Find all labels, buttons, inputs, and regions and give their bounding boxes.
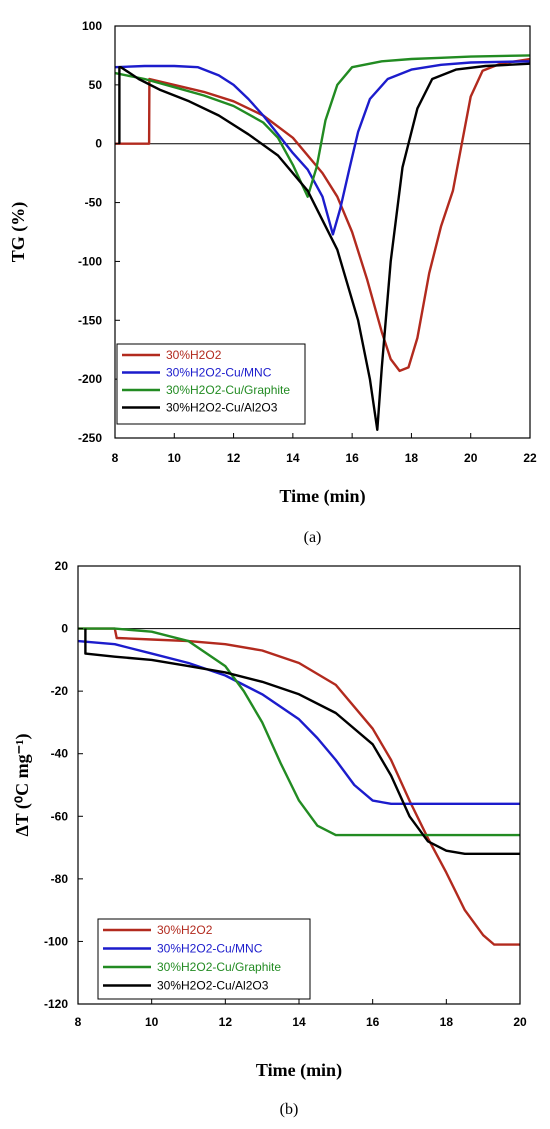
legend-label: 30%H2O2-Cu/Al2O3 [157, 979, 269, 993]
legend-box [116, 343, 306, 425]
x-tick-label: 10 [145, 1015, 159, 1029]
y-tick-label: 100 [82, 19, 102, 33]
series-line-0 [78, 627, 520, 946]
series-line-2 [114, 54, 531, 198]
x-tick-label: 22 [523, 451, 537, 465]
y-tick-label: -40 [51, 747, 69, 761]
y-tick-label: 0 [61, 622, 68, 636]
y-axis-title: TG (%) [8, 202, 29, 263]
x-tick-label: 12 [227, 451, 241, 465]
panel-label: (b) [280, 1101, 299, 1118]
y-tick-label: 50 [89, 78, 103, 92]
panel-label: (a) [304, 529, 322, 546]
x-tick-label: 10 [168, 451, 182, 465]
series-line-2 [78, 627, 520, 837]
series-line-0 [115, 57, 531, 373]
y-tick-label: -250 [78, 431, 102, 445]
y-tick-label: 20 [55, 559, 69, 573]
y-tick-label: -200 [78, 372, 102, 386]
legend-label: 30%H2O2-Cu/Graphite [166, 383, 290, 397]
x-tick-label: 16 [366, 1015, 380, 1029]
x-tick-label: 20 [464, 451, 478, 465]
legend-label: 30%H2O2-Cu/Graphite [157, 960, 281, 974]
x-tick-label: 8 [75, 1015, 82, 1029]
plot-frame [114, 25, 531, 439]
x-tick-label: 18 [440, 1015, 454, 1029]
legend-label: 30%H2O2-Cu/Al2O3 [166, 401, 278, 415]
series-line-3 [118, 62, 531, 431]
x-tick-label: 20 [513, 1015, 527, 1029]
x-tick-label: 8 [112, 451, 119, 465]
y-axis-title: ΔT (⁰C mg⁻¹) [12, 733, 33, 836]
y-tick-label: -50 [85, 196, 103, 210]
y-tick-label: -20 [51, 684, 69, 698]
series-line-3 [84, 628, 520, 855]
y-tick-label: -100 [44, 934, 68, 948]
x-tick-label: 14 [292, 1015, 306, 1029]
x-tick-label: 14 [286, 451, 300, 465]
legend-label: 30%H2O2-Cu/MNC [166, 366, 272, 380]
y-tick-label: -100 [78, 254, 102, 268]
legend-label: 30%H2O2-Cu/MNC [157, 942, 263, 956]
x-tick-label: 18 [405, 451, 419, 465]
y-tick-label: -60 [51, 809, 69, 823]
x-tick-label: 12 [219, 1015, 233, 1029]
y-tick-label: -150 [78, 313, 102, 327]
legend-label: 30%H2O2 [157, 923, 213, 937]
chart-b: 8 10 12 14 16 18 20 20 0 -20 -40 -60 -80 -100 -120 Time… [12, 559, 527, 1118]
x-tick-label: 16 [345, 451, 359, 465]
chart-a: 8 10 12 14 16 18 20 22 100 50 0 -50 -100 -150 -200 -250… [8, 19, 537, 546]
series-line-1 [77, 639, 520, 805]
series-line-1 [114, 60, 531, 236]
y-tick-label: 0 [95, 137, 102, 151]
x-axis-title: Time (min) [279, 486, 365, 507]
x-axis-title: Time (min) [256, 1060, 342, 1081]
y-tick-label: -120 [44, 997, 68, 1011]
legend-label: 30%H2O2 [166, 348, 222, 362]
y-tick-label: -80 [51, 872, 69, 886]
